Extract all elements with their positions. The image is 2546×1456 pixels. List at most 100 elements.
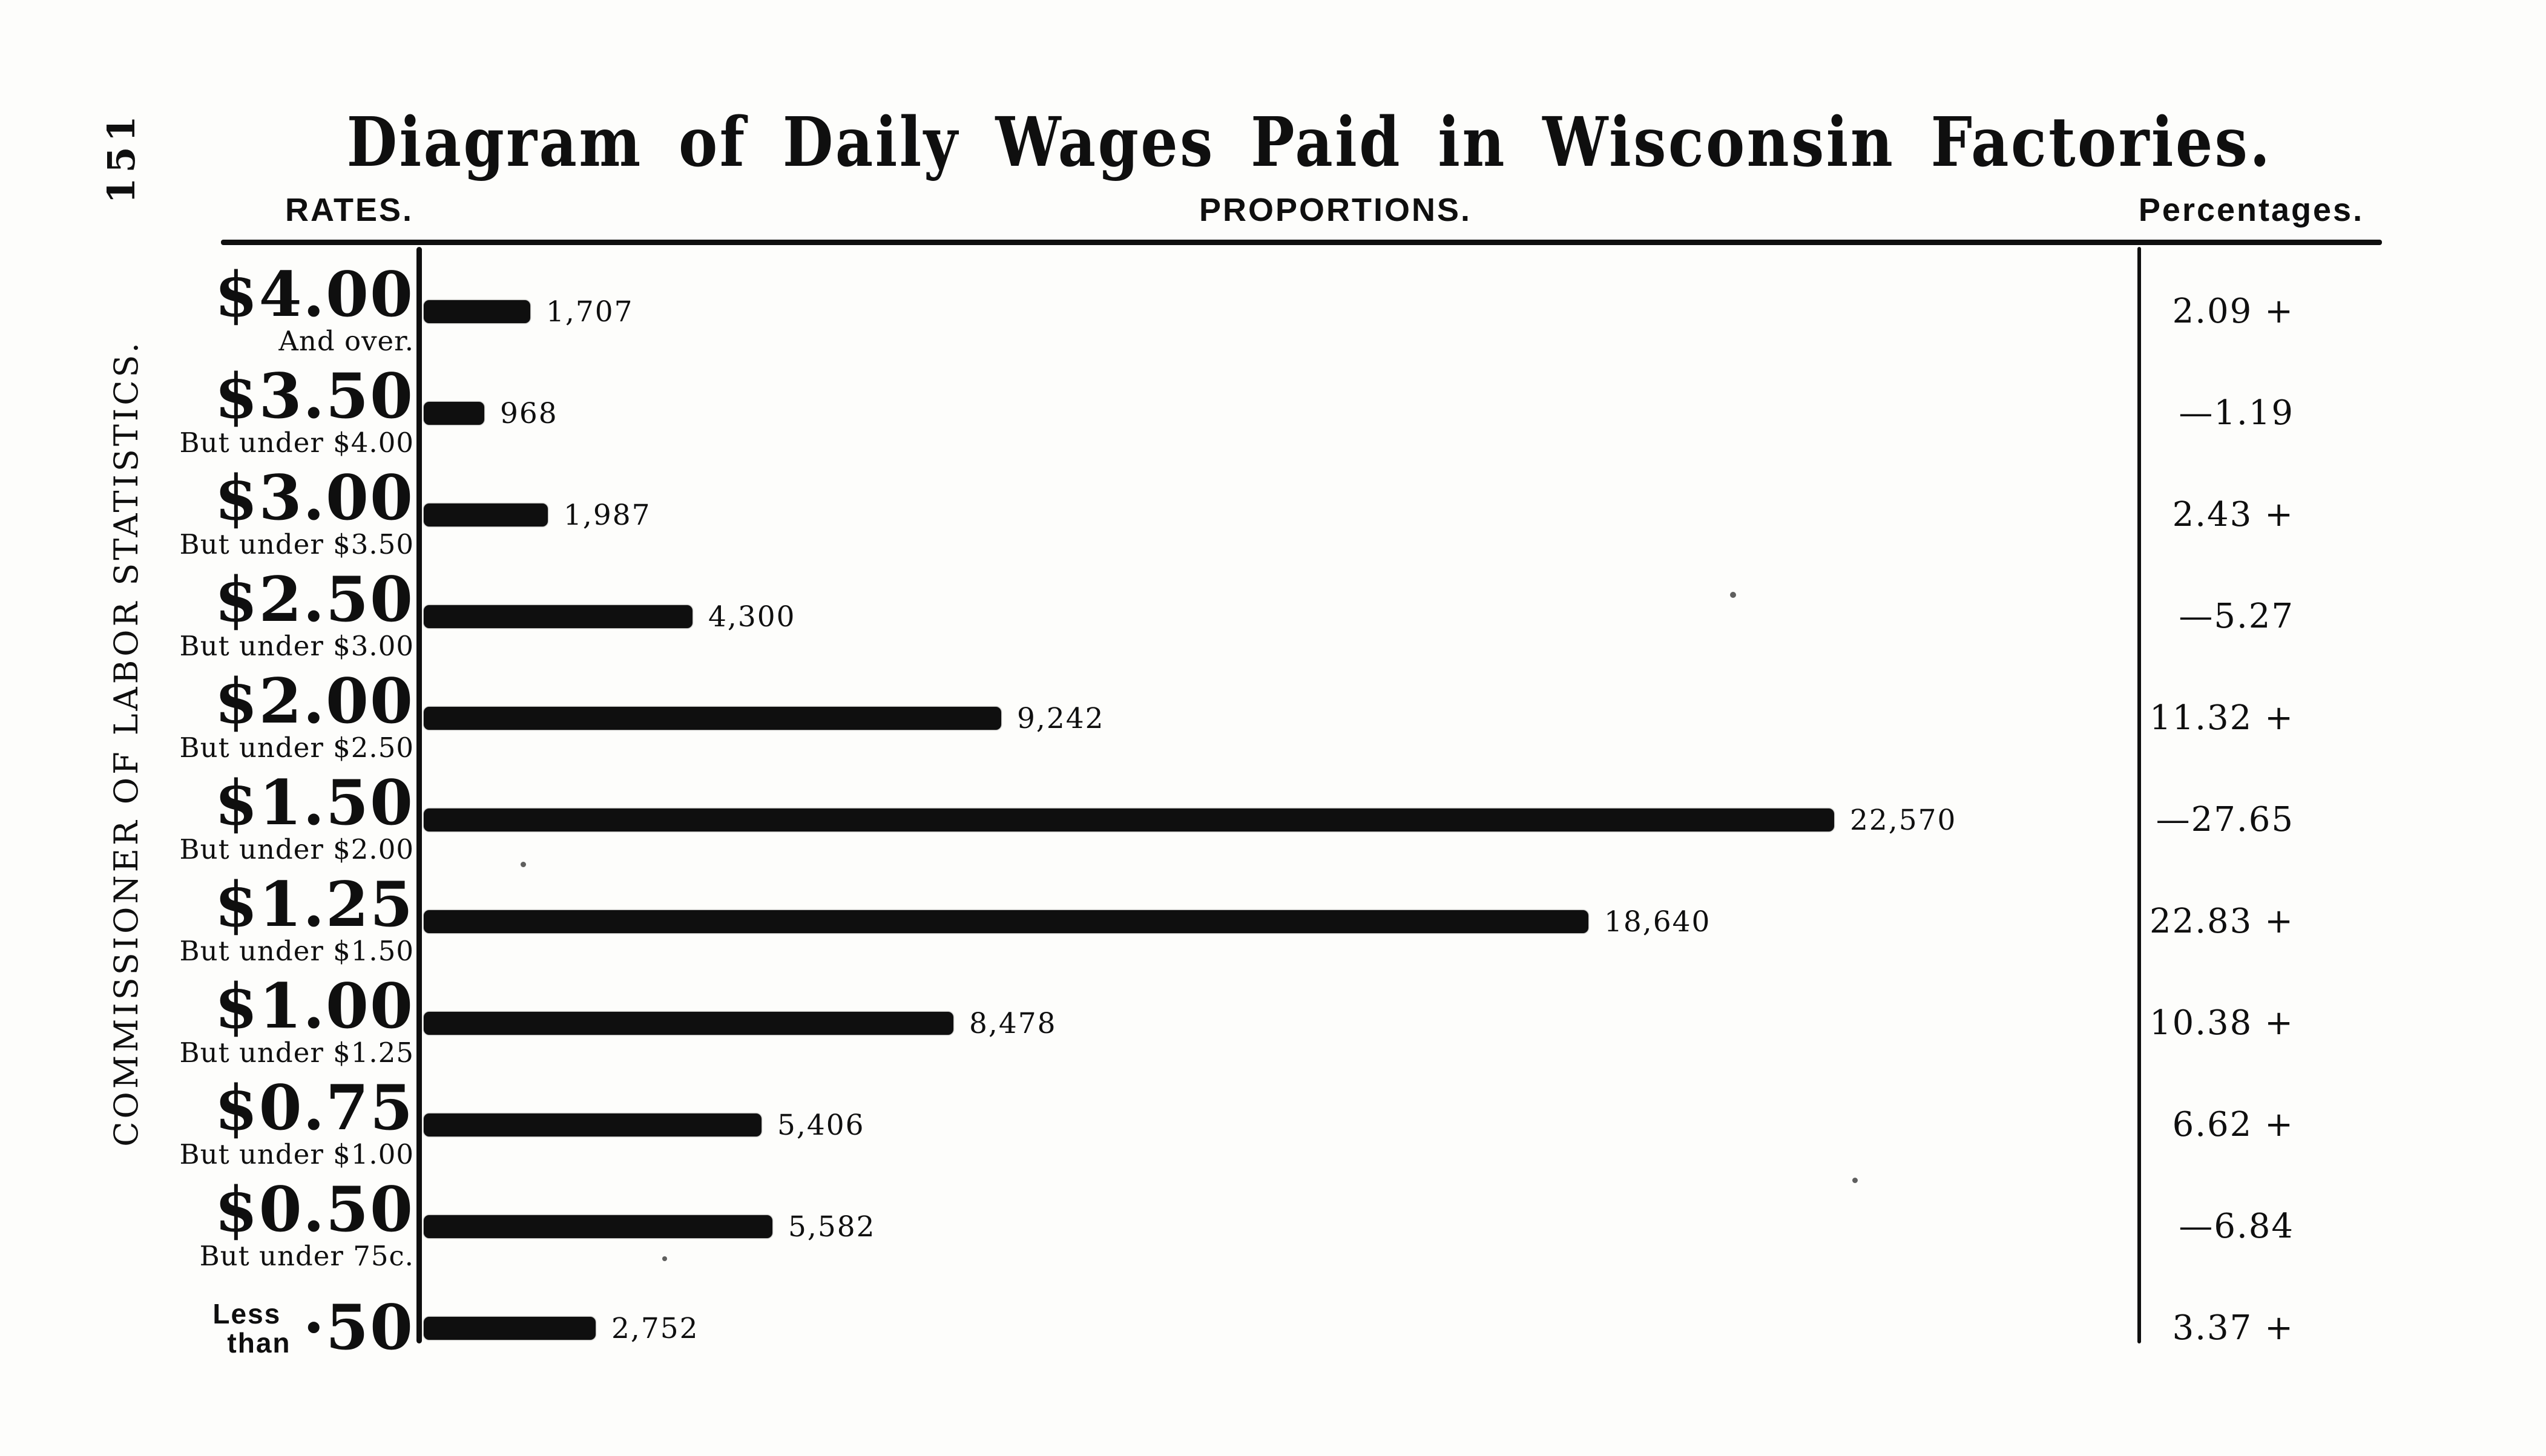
rate-line: $3.50 xyxy=(214,360,414,433)
bar-area: 1,707 xyxy=(424,298,2546,326)
bar xyxy=(424,1215,772,1238)
bar xyxy=(424,808,1834,831)
scan-speck xyxy=(1730,592,1736,598)
rate-qualifier-label: But under $1.25 xyxy=(179,1037,414,1069)
bar xyxy=(424,910,1588,933)
bar-value-label: 4,300 xyxy=(708,600,796,634)
scan-speck xyxy=(1852,1178,1858,1183)
bar-value-label: 22,570 xyxy=(1850,803,1957,837)
percentage-value: 11.32 + xyxy=(2149,698,2294,738)
percentage-value: 22.83 + xyxy=(2149,902,2294,941)
table-row: $3.50 But under $4.00 968 —1.19 xyxy=(0,362,2546,464)
percentage-value: 3.37 + xyxy=(2172,1308,2294,1348)
percentage-value: —1.19 xyxy=(2179,393,2294,433)
rate-label: ·50 xyxy=(303,1291,414,1365)
bar-area: 1,987 xyxy=(424,501,2546,530)
bar xyxy=(424,503,548,526)
bar-area: 8,478 xyxy=(424,1009,2546,1038)
bar-area: 5,406 xyxy=(424,1111,2546,1140)
page-title: Diagram of Daily Wages Paid in Wisconsin… xyxy=(346,103,2272,182)
rate-line: $0.75 xyxy=(215,1077,414,1139)
percentages-divider-line xyxy=(2137,247,2141,1343)
percentage-value: 10.38 + xyxy=(2149,1003,2294,1043)
rate-qualifier-label: But under $3.00 xyxy=(179,630,414,663)
percentage-value: —5.27 xyxy=(2179,597,2294,636)
rate-label: $1.50 xyxy=(214,767,414,840)
bar xyxy=(424,1012,953,1035)
rate-line: $3.00 xyxy=(214,462,414,535)
percentage-value: 2.09 + xyxy=(2172,292,2294,331)
rate-qualifier-label: But under $2.00 xyxy=(179,833,414,866)
rate-qualifier-label: But under 75c. xyxy=(199,1240,414,1273)
bar-value-label: 2,752 xyxy=(611,1311,699,1345)
bar xyxy=(424,1317,596,1340)
bar xyxy=(424,605,692,628)
table-row: $1.50 But under $2.00 22,570 —27.65 xyxy=(0,769,2546,871)
rate-label-block: $1.25 But under $1.50 xyxy=(0,868,424,968)
bar xyxy=(424,300,530,323)
bar-value-label: 1,987 xyxy=(564,498,651,532)
rate-label: $2.50 xyxy=(214,563,414,637)
table-row: $1.25 But under $1.50 18,640 22.83 + xyxy=(0,871,2546,972)
table-row: $2.00 But under $2.50 9,242 11.32 + xyxy=(0,667,2546,769)
bar-value-label: 9,242 xyxy=(1017,701,1105,735)
column-header-percentages: Percentages. xyxy=(2138,192,2364,228)
bar-area: 2,752 xyxy=(424,1314,2546,1343)
bar-area: 5,582 xyxy=(424,1213,2546,1241)
rate-qualifier-label: But under $4.00 xyxy=(179,427,414,459)
bar-value-label: 8,478 xyxy=(969,1006,1057,1040)
percentage-value: 6.62 + xyxy=(2172,1105,2294,1144)
scan-speck xyxy=(521,862,526,867)
bar-value-label: 18,640 xyxy=(1604,905,1711,939)
rate-line: $4.00 xyxy=(214,258,414,332)
rate-line: Less than ·50 xyxy=(212,1291,414,1365)
column-header-proportions: PROPORTIONS. xyxy=(1199,192,1472,228)
rate-label: $2.00 xyxy=(214,665,414,738)
table-row: $1.00 But under $1.25 8,478 10.38 + xyxy=(0,972,2546,1074)
rate-qualifier-label: And over. xyxy=(278,325,414,358)
rate-label-block: $4.00 And over. xyxy=(0,258,424,358)
rate-label-block: $2.50 But under $3.00 xyxy=(0,563,424,663)
rate-line: $2.50 xyxy=(214,563,414,637)
page-number: 151 xyxy=(99,111,143,204)
bar-area: 18,640 xyxy=(424,908,2546,936)
percentage-value: —6.84 xyxy=(2179,1207,2294,1246)
rate-line: $2.00 xyxy=(214,665,414,738)
table-row: Less than ·50 2,752 3.37 + xyxy=(0,1277,2546,1379)
chart-rows: $4.00 And over. 1,707 2.09 + $3.50 But u… xyxy=(0,245,2546,1379)
rate-label-block: $1.00 But under $1.25 xyxy=(0,970,424,1069)
rate-label: $1.25 xyxy=(214,868,414,942)
rate-label: $1.00 xyxy=(214,970,414,1043)
bar xyxy=(424,402,484,425)
rate-label: $0.50 xyxy=(214,1173,414,1247)
table-row: $2.50 But under $3.00 4,300 —5.27 xyxy=(0,566,2546,667)
rate-label-block: Less than ·50 xyxy=(0,1291,424,1365)
bar-area: 9,242 xyxy=(424,704,2546,733)
rate-label-block: $3.50 But under $4.00 xyxy=(0,360,424,459)
rate-qualifier-label: But under $1.00 xyxy=(179,1138,414,1171)
percentage-value: —27.65 xyxy=(2156,800,2294,839)
rate-label: $3.50 xyxy=(214,360,414,433)
rate-qualifier-label: But under $2.50 xyxy=(179,732,414,764)
bar-value-label: 1,707 xyxy=(546,295,634,329)
header-rule xyxy=(221,240,2382,245)
rate-label-block: $0.75 But under $1.00 xyxy=(0,1077,424,1171)
bar-axis-line xyxy=(416,247,422,1343)
rate-qualifier-label: But under $3.50 xyxy=(179,528,414,561)
rate-label-block: $2.00 But under $2.50 xyxy=(0,665,424,764)
column-header-rates: RATES. xyxy=(285,192,413,228)
rate-qualifier-label: But under $1.50 xyxy=(179,935,414,968)
bar-area: 968 xyxy=(424,399,2546,428)
rate-line: $0.50 xyxy=(214,1173,414,1247)
table-row: $0.75 But under $1.00 5,406 6.62 + xyxy=(0,1074,2546,1176)
rate-label: $4.00 xyxy=(214,258,414,332)
bar-value-label: 5,582 xyxy=(788,1210,876,1244)
bar-area: 22,570 xyxy=(424,806,2546,835)
bar xyxy=(424,1113,761,1136)
table-row: $4.00 And over. 1,707 2.09 + xyxy=(0,261,2546,362)
percentage-value: 2.43 + xyxy=(2172,495,2294,534)
rate-label-block: $0.50 But under 75c. xyxy=(0,1173,424,1273)
table-row: $3.00 But under $3.50 1,987 2.43 + xyxy=(0,464,2546,566)
rate-label: $3.00 xyxy=(214,462,414,535)
